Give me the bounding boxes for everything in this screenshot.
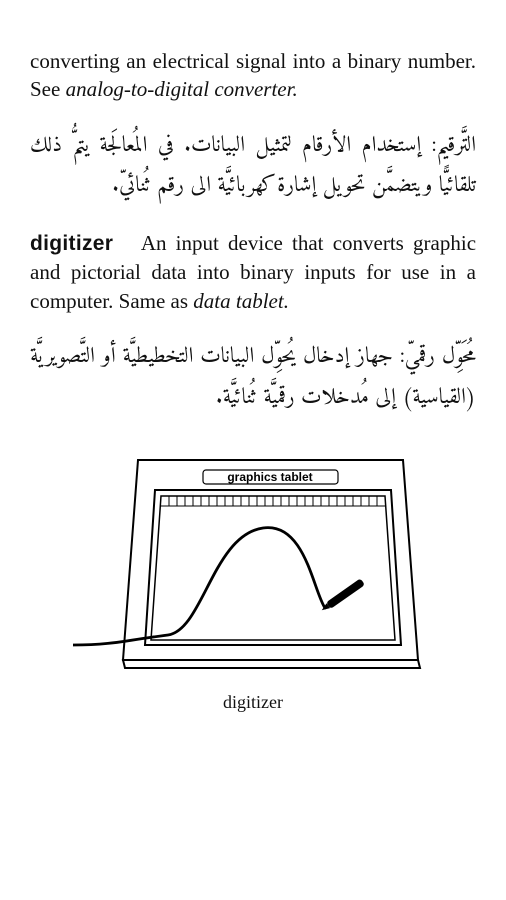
drawing-area-inner [151,496,395,640]
entry-english-crossref: data tablet. [193,289,289,313]
dictionary-entry-digitizer: digitizer An input device that converts … [30,229,476,418]
device-label-text: graphics tablet [227,470,312,484]
digitizer-illustration: graphics tablet [73,440,433,690]
entry-arabic: مُحَوِّل رقميّ: جهاز إدخال يُحوِّل البيا… [30,337,476,418]
entry-arabic: التَّرقيم: إستخدام الأرقام لتمثيل البيان… [30,126,476,207]
entry-english-crossref: analog-to-digital converter. [66,77,298,101]
figure-digitizer: graphics tablet [30,440,476,713]
entry-english: digitizer An input device that converts … [30,229,476,315]
tablet-edge [123,660,420,668]
entry-term: digitizer [30,232,113,255]
dictionary-entry-prev: converting an electrical signal into a b… [30,47,476,207]
figure-caption: digitizer [30,692,476,713]
entry-english: converting an electrical signal into a b… [30,47,476,104]
